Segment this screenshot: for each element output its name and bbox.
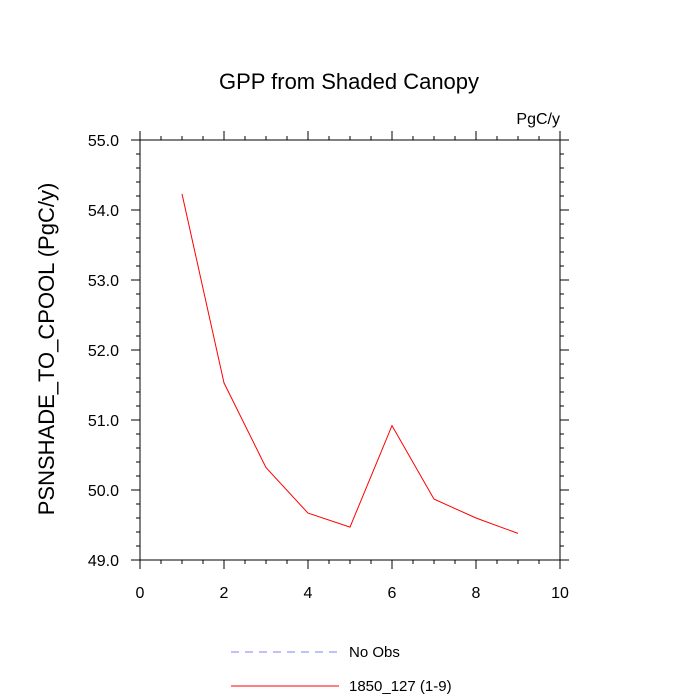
- x-tick-label: 0: [136, 585, 145, 602]
- x-tick-label: 8: [472, 585, 481, 602]
- x-tick-label: 4: [304, 585, 313, 602]
- y-tick-label: 49.0: [88, 553, 119, 570]
- y-tick-label: 53.0: [88, 273, 119, 290]
- y-tick-label: 52.0: [88, 343, 119, 360]
- x-tick-label: 10: [551, 585, 569, 602]
- series-layer: [181, 193, 519, 534]
- y-axis-label: PSNSHADE_TO_CPOOL (PgC/y): [34, 183, 59, 516]
- chart-title: GPP from Shaded Canopy: [219, 69, 479, 94]
- y-tick-label: 50.0: [88, 483, 119, 500]
- units-label: PgC/y: [516, 111, 560, 128]
- x-tick-label: 2: [220, 585, 229, 602]
- plot-frame: [139, 139, 561, 561]
- legend: No Obs 1850_127 (1-9): [231, 644, 452, 695]
- legend-label: 1850_127 (1-9): [349, 678, 452, 695]
- axis-ticks: 0 2 4 6 8 10 49.0 50.0 51.0 52.0 53.0 54.0 55.0: [88, 131, 569, 602]
- y-tick-label: 55.0: [88, 133, 119, 150]
- series-line: [181, 193, 519, 534]
- y-tick-label: 54.0: [88, 203, 119, 220]
- x-tick-label: 6: [388, 585, 397, 602]
- legend-label: No Obs: [349, 644, 400, 661]
- y-tick-label: 51.0: [88, 413, 119, 430]
